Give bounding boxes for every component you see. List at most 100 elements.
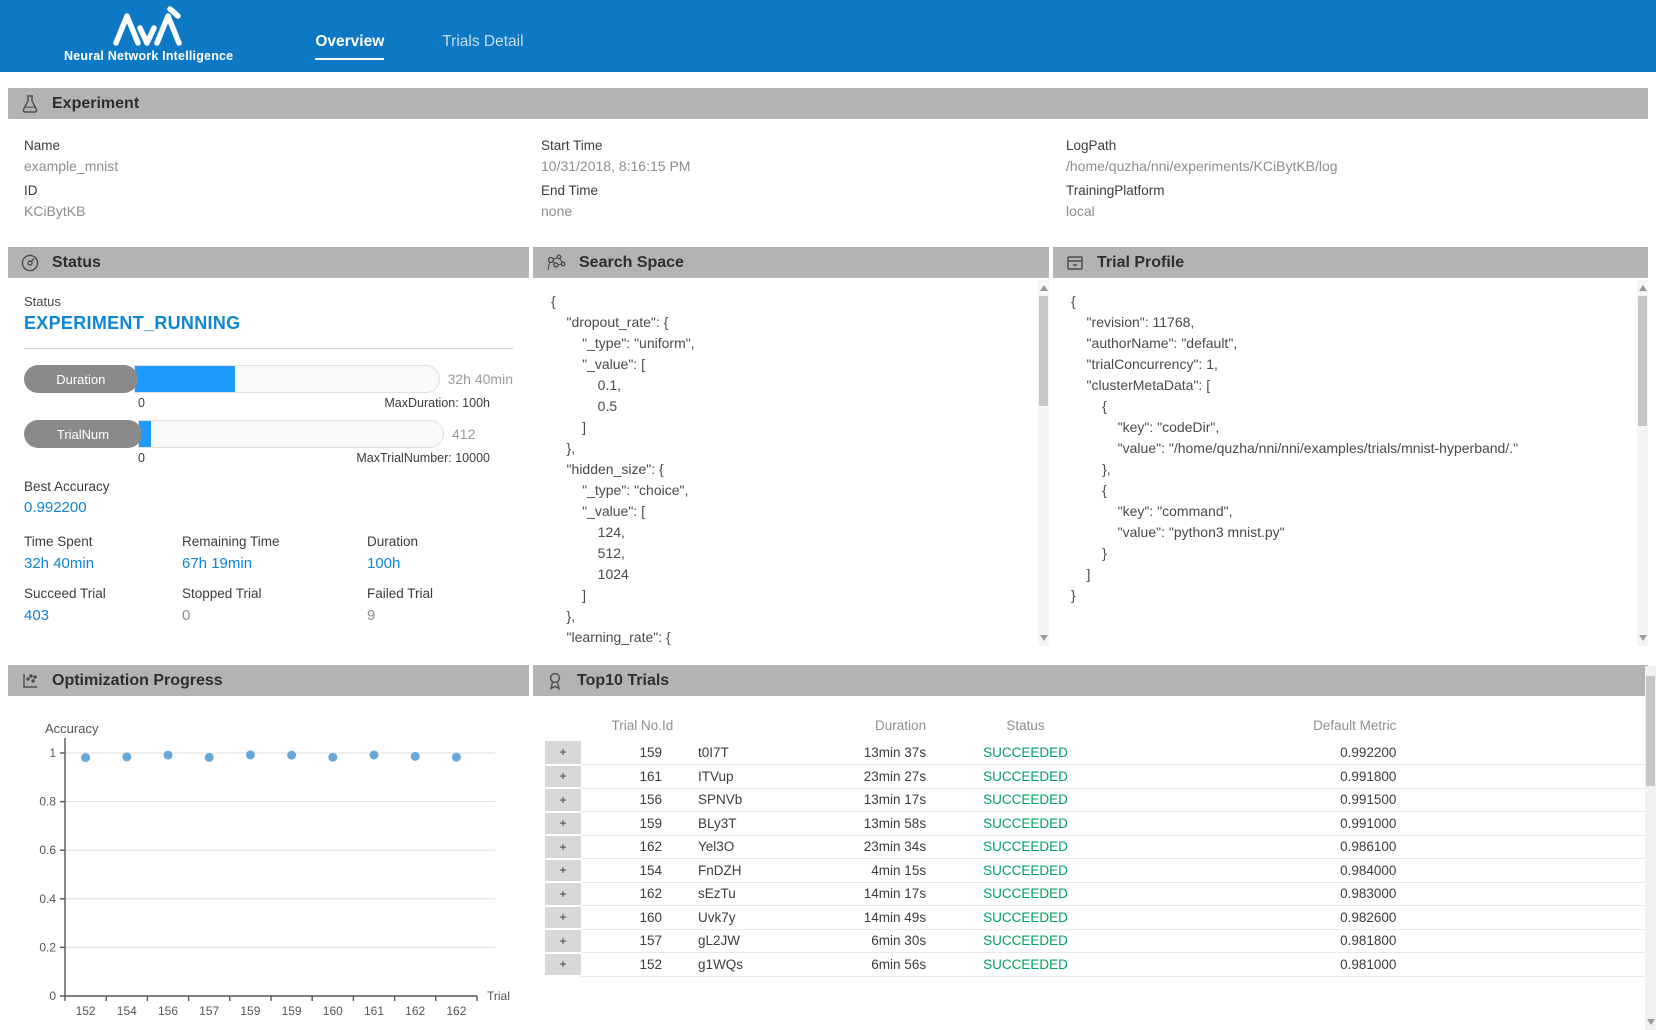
nodes-icon: [547, 254, 566, 270]
search-space-scrollbar[interactable]: [1038, 280, 1049, 646]
table-row[interactable]: + 159 BLy3T 13min 58s SUCCEEDED 0.991000: [545, 811, 1648, 836]
optimization-title: Optimization Progress: [52, 671, 223, 689]
scatter-icon: [23, 673, 37, 688]
expand-button[interactable]: +: [545, 952, 582, 977]
chart-text: 159: [282, 1004, 302, 1018]
expand-button[interactable]: +: [545, 835, 582, 860]
scatter-point[interactable]: [163, 750, 173, 760]
chart-text: Trial: [487, 989, 510, 1003]
flask-icon: [22, 94, 38, 113]
field-value-logpath: /home/quzha/nni/experiments/KCiBytKB/log: [1066, 158, 1338, 174]
col-id: Id: [662, 718, 674, 733]
chart-text: 156: [158, 1004, 178, 1018]
cell-default-metric: 0.986100: [1125, 835, 1397, 859]
cell-spacer: [1396, 741, 1648, 765]
table-header-row: Trial No. Id Duration Status Default Met…: [545, 714, 1648, 741]
cell-id: Uvk7y: [662, 905, 790, 930]
trialnum-progress-fill: [139, 421, 152, 447]
expand-button[interactable]: +: [545, 788, 582, 813]
col-status: Status: [1006, 718, 1045, 733]
experiment-section-bar: Experiment: [8, 88, 1648, 119]
cell-status: SUCCEEDED: [926, 764, 1125, 789]
metric-label: Duration: [367, 534, 419, 549]
search-space-panel: Search Space { "dropout_rate": { "_type"…: [533, 247, 1049, 648]
cell-trial-no: 157: [581, 929, 663, 953]
status-metrics: Time Spent 32h 40min Remaining Time 67h …: [24, 534, 513, 624]
table-row[interactable]: + 161 ITVup 23min 27s SUCCEEDED 0.991800: [545, 764, 1648, 789]
cell-id: SPNVb: [662, 788, 790, 812]
tab-overview[interactable]: Overview: [315, 33, 385, 60]
trial-profile-title: Trial Profile: [1097, 253, 1185, 271]
scroll-down-icon[interactable]: [1040, 635, 1048, 641]
chart-text: 161: [364, 1004, 384, 1018]
chart-text: Accuracy: [45, 721, 99, 736]
scroll-thumb[interactable]: [1039, 296, 1048, 406]
duration-progress-track: [133, 365, 440, 393]
table-row[interactable]: + 156 SPNVb 13min 17s SUCCEEDED 0.991500: [545, 788, 1648, 813]
cell-status: SUCCEEDED: [926, 952, 1125, 977]
scroll-down-icon[interactable]: [1647, 1019, 1655, 1025]
trial-profile-scrollbar[interactable]: [1637, 280, 1648, 646]
cell-default-metric: 0.983000: [1125, 882, 1397, 906]
scroll-thumb[interactable]: [1638, 296, 1647, 426]
trialnum-progress-track: [138, 420, 444, 448]
search-space-json: { "dropout_rate": { "_type": "uniform", …: [551, 293, 695, 645]
nni-logo: Neural Network Intelligence: [64, 6, 233, 63]
cell-status: SUCCEEDED: [926, 835, 1125, 859]
status-label: Status: [24, 294, 61, 309]
scatter-point[interactable]: [287, 750, 297, 760]
expand-button[interactable]: +: [545, 764, 582, 789]
page-scrollbar[interactable]: [1645, 666, 1656, 1030]
duration-progress: Duration 32h 40min: [24, 365, 513, 393]
cell-trial-no: 162: [581, 835, 663, 859]
table-row[interactable]: + 159 t0I7T 13min 37s SUCCEEDED 0.992200: [545, 741, 1648, 766]
scatter-point[interactable]: [204, 752, 214, 762]
expand-button[interactable]: +: [545, 882, 582, 907]
cell-spacer: [1396, 811, 1648, 836]
table-row[interactable]: + 152 g1WQs 6min 56s SUCCEEDED 0.981000: [545, 952, 1648, 977]
cell-default-metric: 0.992200: [1125, 741, 1397, 765]
field-label-end-time: End Time: [541, 183, 599, 198]
cell-default-metric: 0.982600: [1125, 905, 1397, 930]
metric-label: Remaining Time: [182, 534, 280, 549]
scatter-point[interactable]: [122, 752, 132, 762]
cell-trial-no: 161: [581, 764, 663, 789]
scatter-point[interactable]: [81, 753, 91, 763]
scroll-down-icon[interactable]: [1639, 635, 1647, 641]
expand-button[interactable]: +: [545, 858, 582, 883]
cell-status: SUCCEEDED: [926, 929, 1125, 953]
cell-default-metric: 0.991500: [1125, 788, 1397, 812]
field-value-platform: local: [1066, 203, 1095, 219]
scatter-point[interactable]: [369, 750, 379, 760]
scroll-thumb[interactable]: [1646, 676, 1655, 786]
cell-duration: 23min 34s: [789, 835, 927, 859]
scatter-point[interactable]: [328, 752, 338, 762]
chart-text: 152: [76, 1004, 96, 1018]
scroll-up-icon[interactable]: [1639, 285, 1647, 291]
status-section-bar: Status: [8, 247, 529, 278]
table-row[interactable]: + 162 sEzTu 14min 17s SUCCEEDED 0.983000: [545, 882, 1648, 907]
duration-progress-fill: [134, 366, 235, 392]
table-row[interactable]: + 154 FnDZH 4min 15s SUCCEEDED 0.984000: [545, 858, 1648, 883]
tab-trials-detail[interactable]: Trials Detail: [442, 33, 524, 50]
expand-button[interactable]: +: [545, 905, 582, 930]
table-row[interactable]: + 162 Yel3O 23min 34s SUCCEEDED 0.986100: [545, 835, 1648, 860]
scatter-point[interactable]: [245, 750, 255, 760]
status-panel: Status Status EXPERIMENT_RUNNING Duratio…: [8, 247, 529, 648]
cell-status: SUCCEEDED: [926, 811, 1125, 836]
table-row[interactable]: + 157 gL2JW 6min 30s SUCCEEDED 0.981800: [545, 929, 1648, 954]
nni-logo-icon: [112, 6, 182, 46]
archive-icon: [1067, 255, 1083, 270]
cell-trial-no: 159: [581, 741, 663, 765]
scroll-up-icon[interactable]: [1040, 285, 1048, 291]
experiment-title: Experiment: [52, 94, 140, 112]
optimization-chart[interactable]: Accuracy 0 0.2 0.4 0.6 0.8 1 152 154 156 157 159 159…: [22, 720, 529, 1030]
scatter-point[interactable]: [410, 751, 420, 761]
table-row[interactable]: + 160 Uvk7y 14min 49s SUCCEEDED 0.982600: [545, 905, 1648, 930]
expand-button[interactable]: +: [545, 929, 582, 954]
scatter-point[interactable]: [451, 752, 461, 762]
expand-button[interactable]: +: [545, 741, 582, 766]
metric-label: Failed Trial: [367, 586, 434, 601]
expand-button[interactable]: +: [545, 811, 582, 836]
chart-text: 1: [49, 746, 56, 760]
